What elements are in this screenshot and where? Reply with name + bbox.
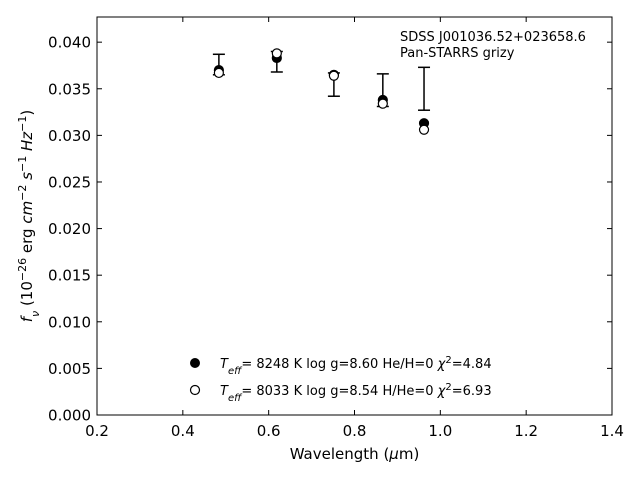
y-axis-label: fν (10−26 erg cm−2 s−1 Hz−1) xyxy=(16,110,42,323)
model-point-open xyxy=(377,98,388,109)
legend-entry-1: Teff= 8248 K log g=8.60 He/H=0 χ2=4.84 xyxy=(220,355,492,377)
annotation-line-1: SDSS J001036.52+023658.6 xyxy=(400,30,586,45)
x-tick-label: 0.2 xyxy=(85,422,109,440)
x-tick-label: 1.2 xyxy=(514,422,538,440)
x-tick-label: 0.4 xyxy=(171,422,195,440)
errorbars-layer xyxy=(212,50,431,111)
y-tick-label: 0.020 xyxy=(48,220,91,238)
legend: Teff= 8248 K log g=8.60 He/H=0 χ2=4.84 T… xyxy=(189,355,492,404)
x-tick-label: 0.8 xyxy=(343,422,367,440)
y-tick-label: 0.000 xyxy=(48,407,91,425)
plot-frame xyxy=(96,16,613,416)
x-tick-label: 1.0 xyxy=(428,422,452,440)
model-point-open xyxy=(418,124,430,135)
legend-marker-open xyxy=(189,384,201,396)
y-tick-label: 0.035 xyxy=(48,80,91,98)
annotation-line-2: Pan-STARRS grizy xyxy=(400,46,515,61)
points-layer xyxy=(213,48,430,135)
model-point-open xyxy=(213,67,224,79)
y-tick-label: 0.010 xyxy=(48,313,91,331)
legend-marker-filled xyxy=(190,358,200,368)
y-tick-label: 0.015 xyxy=(48,267,91,285)
legend-entry-2: Teff= 8033 K log g=8.54 H/He=0 χ2=6.93 xyxy=(220,382,492,404)
model-point-open xyxy=(271,48,282,59)
y-tick-label: 0.025 xyxy=(48,173,91,191)
x-tick-label: 1.4 xyxy=(600,422,624,440)
y-tick-label: 0.030 xyxy=(48,127,91,145)
ticks-layer: 0.2 0.4 0.6 0.8 1.0 1.2 1.4 0.000 0.005 0.010 0.01… xyxy=(48,17,624,440)
y-tick-label: 0.005 xyxy=(48,360,91,378)
model-point-open xyxy=(328,70,339,81)
x-tick-label: 0.6 xyxy=(257,422,281,440)
x-axis-label: Wavelength (μm) xyxy=(290,445,420,463)
y-tick-label: 0.040 xyxy=(48,34,91,52)
